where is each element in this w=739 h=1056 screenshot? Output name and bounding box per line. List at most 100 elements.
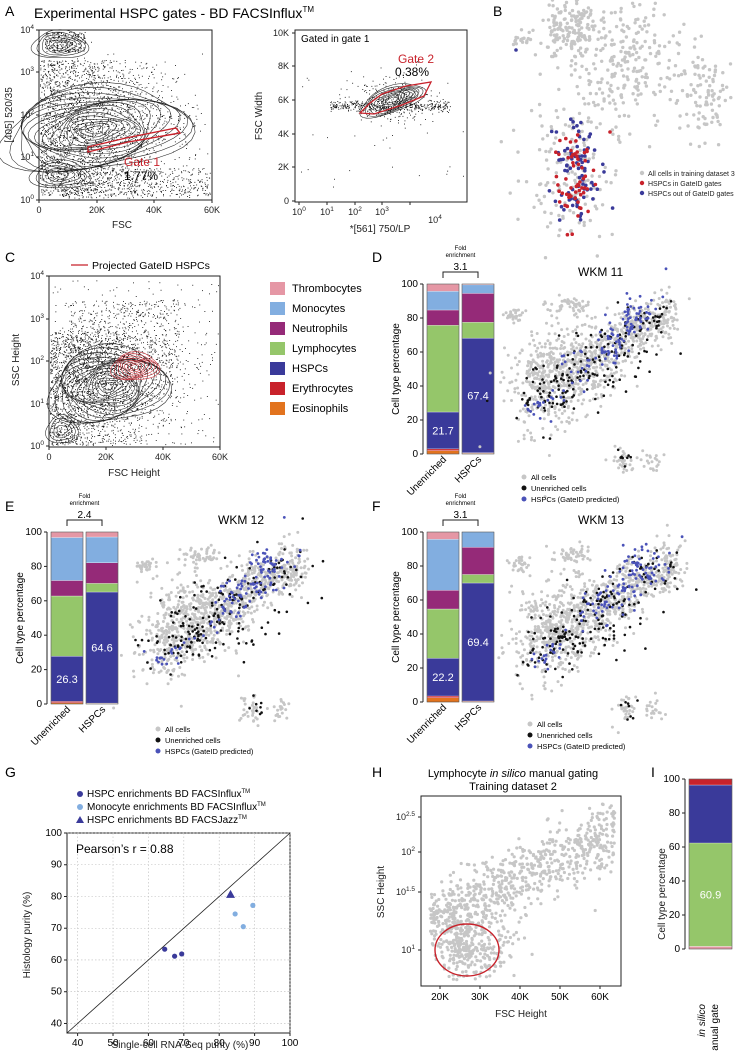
event-dot <box>154 69 155 70</box>
event-dot <box>56 120 57 121</box>
event-dot <box>100 151 101 152</box>
event-dot <box>354 103 355 104</box>
event-dot <box>76 191 77 192</box>
event-dot <box>108 413 109 414</box>
event-dot <box>82 193 83 194</box>
event-dot <box>147 191 148 192</box>
event-dot <box>443 109 444 110</box>
event-dot <box>160 108 161 109</box>
event-dot <box>82 179 83 180</box>
event-dot <box>135 139 136 140</box>
cell-point <box>548 3 551 6</box>
event-dot <box>83 100 84 101</box>
event-dot <box>56 174 57 175</box>
event-dot <box>360 107 361 108</box>
event-dot <box>330 105 331 106</box>
event-dot <box>405 120 406 121</box>
cell-point <box>639 69 642 72</box>
event-dot <box>387 103 388 104</box>
event-dot <box>88 171 89 172</box>
event-dot <box>180 115 181 116</box>
event-dot <box>129 73 130 74</box>
event-dot <box>129 131 130 132</box>
cell-point <box>566 205 570 209</box>
panel-a-title: Experimental HSPC gates - BD FACSInfluxT… <box>34 5 314 21</box>
event-dot <box>55 185 56 186</box>
event-dot <box>58 129 59 130</box>
cell-point <box>676 41 679 44</box>
event-dot <box>125 62 126 63</box>
event-dot <box>88 113 89 114</box>
event-dot <box>89 185 90 186</box>
cell-point <box>602 99 605 102</box>
x-axis-label: FSC <box>112 220 132 231</box>
event-dot <box>48 106 49 107</box>
event-dot <box>193 107 194 108</box>
event-dot <box>167 111 168 112</box>
event-dot <box>176 81 177 82</box>
event-dot <box>430 110 431 111</box>
event-dot <box>70 144 71 145</box>
event-dot <box>112 184 113 185</box>
event-dot <box>91 173 92 174</box>
event-dot <box>97 174 98 175</box>
cell-point <box>619 40 622 43</box>
event-dot <box>174 168 175 169</box>
event-dot <box>61 45 62 46</box>
event-dot <box>97 157 98 158</box>
event-dot <box>98 161 99 162</box>
cell-point <box>633 21 636 24</box>
event-dot <box>143 122 144 123</box>
event-dot <box>198 168 199 169</box>
event-dot <box>101 169 102 170</box>
event-dot <box>41 133 42 134</box>
event-dot <box>71 148 72 149</box>
event-dot <box>112 175 113 176</box>
cell-point <box>708 76 711 79</box>
cell-point <box>538 148 541 151</box>
event-dot <box>48 45 49 46</box>
event-dot <box>397 95 398 96</box>
event-dot <box>82 195 83 196</box>
event-dot <box>175 182 176 183</box>
event-dot <box>82 91 83 92</box>
event-dot <box>334 105 335 106</box>
event-dot <box>77 87 78 88</box>
event-dot <box>80 112 81 113</box>
event-dot <box>84 69 85 70</box>
cell-point <box>576 38 579 41</box>
event-dot <box>65 147 66 148</box>
event-dot <box>127 188 128 189</box>
cell-point <box>658 83 661 86</box>
event-dot <box>131 193 132 194</box>
event-dot <box>62 115 63 116</box>
event-dot <box>59 167 60 168</box>
event-dot <box>40 177 41 178</box>
event-dot <box>62 108 63 109</box>
event-dot <box>85 32 86 33</box>
event-dot <box>96 197 97 198</box>
event-dot <box>60 98 61 99</box>
event-dot <box>149 184 150 185</box>
cell-point <box>669 98 672 101</box>
cell-point <box>557 158 561 162</box>
event-dot <box>198 109 199 110</box>
event-dot <box>40 98 41 99</box>
event-dot <box>85 125 86 126</box>
cell-point <box>636 93 639 96</box>
event-dot <box>421 80 422 81</box>
event-dot <box>103 181 104 182</box>
event-dot <box>193 185 194 186</box>
event-dot <box>55 83 56 84</box>
cell-point <box>509 191 512 194</box>
event-dot <box>117 108 118 109</box>
event-dot <box>141 92 142 93</box>
event-dot <box>164 139 165 140</box>
event-dot <box>342 104 343 105</box>
event-dot <box>147 143 148 144</box>
cell-point <box>637 56 640 59</box>
event-dot <box>386 107 387 108</box>
event-dot <box>58 160 59 161</box>
event-dot <box>96 133 97 134</box>
event-dot <box>407 117 408 118</box>
